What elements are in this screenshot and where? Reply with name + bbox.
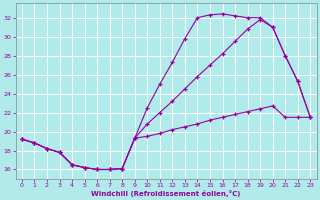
X-axis label: Windchill (Refroidissement éolien,°C): Windchill (Refroidissement éolien,°C) — [92, 190, 241, 197]
